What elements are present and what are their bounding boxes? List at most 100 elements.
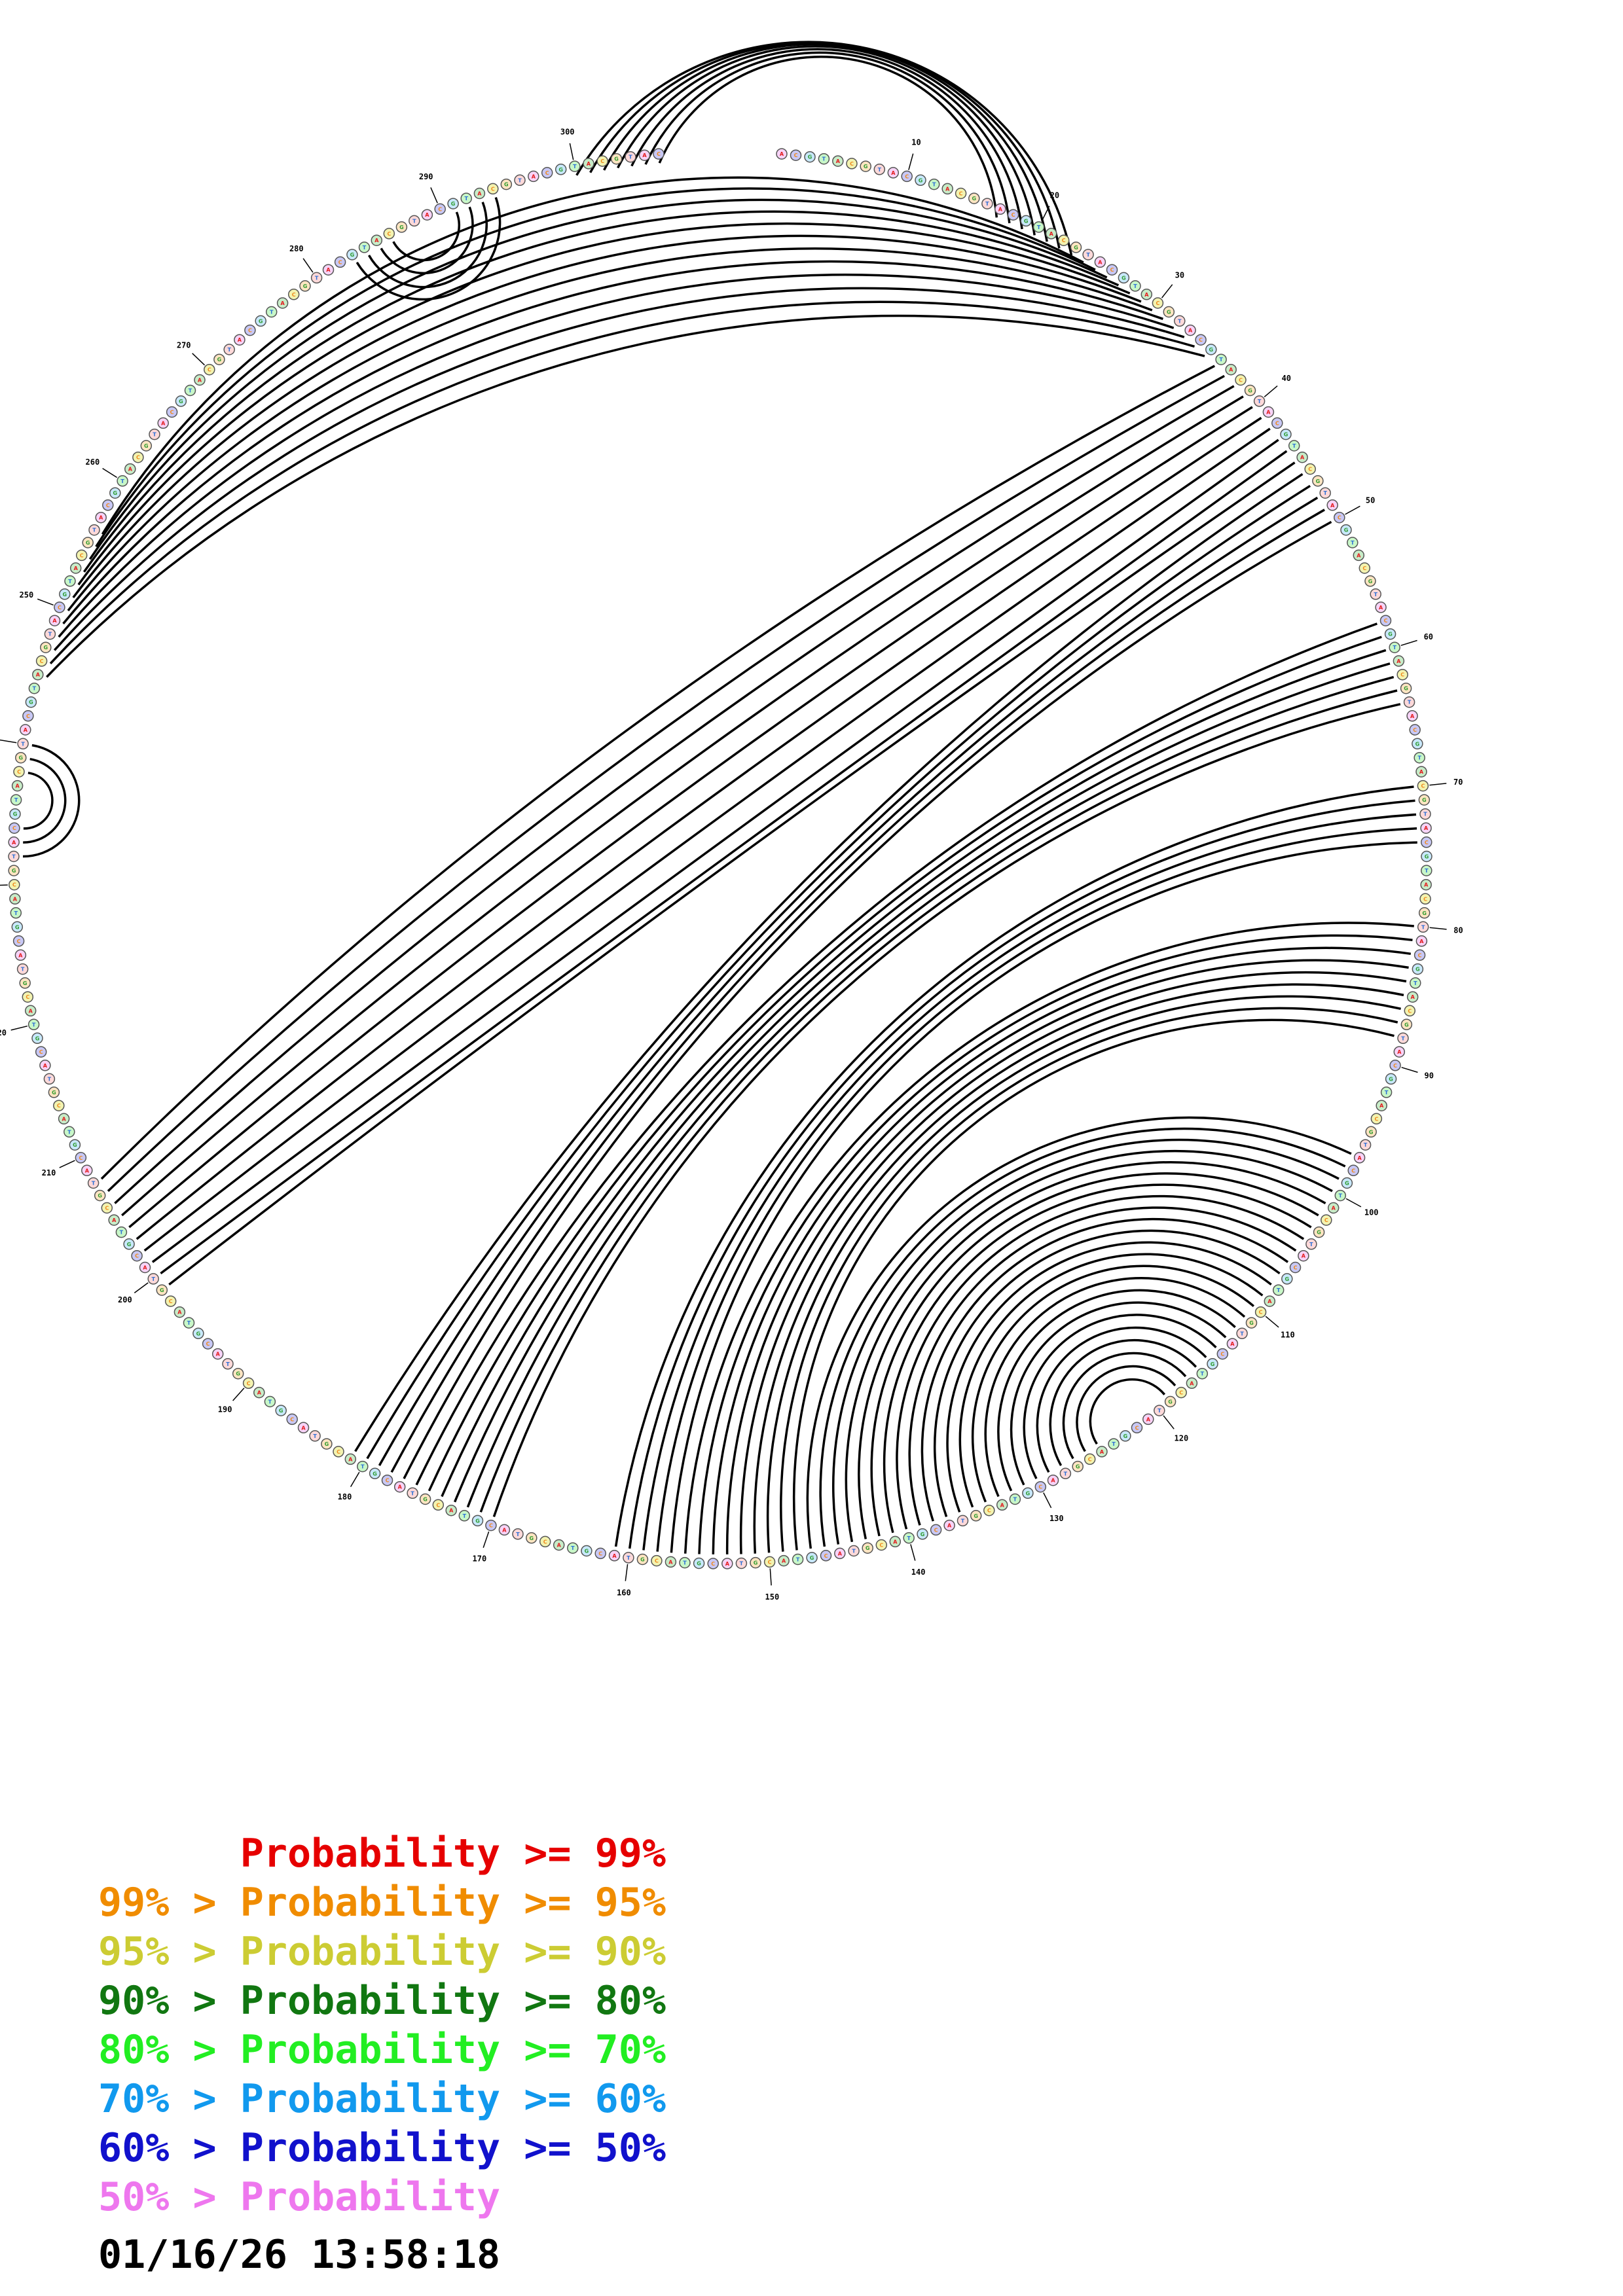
nucleotide-letter-glyph: G [423,1497,428,1503]
nucleotide-letter-glyph: G [1249,1320,1254,1326]
nucleotide-letter-glyph: C [1156,300,1159,306]
nucleotide-letter-glyph: G [303,283,308,289]
nucleotide-marker [541,167,553,179]
base-pair-arc [984,1277,1246,1498]
legend-row: 60% > Probability >= 50% [98,2125,666,2171]
nucleotide-marker [930,1524,942,1536]
nucleotide-letter-glyph: T [92,528,96,533]
base-pair-arc [441,649,1387,1498]
base-pair-arcs [22,41,1417,1554]
nucleotide-marker [596,155,608,167]
nucleotide-letter-glyph: C [39,1049,43,1055]
nucleotide-letter-glyph: A [1379,605,1383,611]
nucleotide-letter-glyph: T [1277,1287,1281,1293]
nucleotide-marker [1409,724,1421,736]
nucleotide-marker [108,1214,120,1226]
nucleotide-marker [1359,562,1371,574]
base-pair-arc [390,509,1325,1473]
nucleotide-marker [1419,808,1431,820]
base-pair-arc [766,995,1401,1553]
nucleotide-marker [27,1018,40,1031]
nucleotide-letter-glyph: G [640,1557,645,1563]
nucleotide-marker [1129,280,1141,292]
nucleotide-letter-glyph: C [543,1539,547,1545]
base-pair-arc [603,43,1048,242]
nucleotide-marker [528,170,539,183]
nucleotide-marker [1415,935,1428,947]
nucleotide-letter-glyph: C [959,191,963,197]
position-tick [1161,284,1173,298]
nucleotide-marker [1298,1249,1309,1262]
nucleotide-marker [28,682,41,694]
nucleotide-letter-glyph: T [1037,224,1041,230]
nucleotide-marker [59,588,71,600]
nucleotide-marker [1384,628,1396,640]
nucleotide-marker [1225,363,1237,376]
nucleotide-marker [583,158,594,170]
nucleotide-marker [1154,1405,1165,1416]
nucleotide-letter-glyph: T [516,1532,520,1537]
base-pair-arc [136,416,1262,1240]
nucleotide-letter-glyph: A [557,1543,562,1549]
base-pair-arc [958,1253,1264,1508]
nucleotide-letter-glyph: T [410,1490,414,1496]
base-pair-arc [845,1149,1333,1543]
nucleotide-marker [1253,395,1266,407]
position-tick [192,353,206,366]
nucleotide-marker [12,935,25,947]
nucleotide-letter-glyph: C [824,1553,828,1559]
base-pair-arc [870,1172,1319,1537]
nucleotide-letter-glyph: C [1259,1310,1263,1316]
nucleotide-letter-glyph: C [106,503,110,509]
nucleotide-letter-glyph: G [974,1513,978,1519]
nucleotide-marker [1420,822,1432,834]
nucleotide-letter-glyph: T [1086,252,1090,258]
base-pair-arc [617,45,1036,236]
nucleotide-marker [421,209,433,221]
nucleotide-marker [194,374,206,386]
nucleotide-letter-glyph: A [425,212,429,218]
nucleotide-letter-glyph: G [866,1545,870,1551]
nucleotide-letter-glyph: A [1000,1502,1005,1508]
nucleotide-letter-glyph: A [1410,713,1415,719]
nucleotide-letter-glyph: G [98,1193,102,1199]
nucleotide-marker [818,152,830,165]
nucleotide-marker [679,1556,691,1569]
nucleotide-marker [665,1556,677,1568]
nucleotide-letter-glyph: G [1167,310,1171,315]
nucleotide-marker [1305,1238,1317,1250]
position-label: 30 [1175,271,1184,280]
nucleotide-letter-glyph: C [1425,840,1429,846]
nucleotide-letter-glyph: G [23,980,27,986]
nucleotide-letter-glyph: A [477,191,482,197]
base-pair-arc [49,300,1195,664]
nucleotide-marker [297,1422,310,1434]
nucleotide-marker [1365,1126,1377,1138]
base-pair-arc [1062,1352,1187,1460]
position-label: 80 [1453,926,1463,935]
nucleotide-marker [875,1539,888,1551]
nucleotide-letter-glyph: T [14,910,18,916]
nucleotide-letter-glyph: C [1294,1265,1298,1271]
nucleotide-letter-glyph: C [290,1416,294,1422]
nucleotide-marker [1364,575,1376,587]
nucleotide-marker [1389,641,1400,653]
nucleotide-marker [1196,1367,1209,1380]
nucleotide-letter-glyph: T [878,167,882,173]
nucleotide-marker [498,1524,511,1536]
position-tick [302,258,314,273]
position-label: 100 [1364,1208,1379,1217]
nucleotide-marker [1413,949,1426,961]
nucleotide-letter-glyph: A [198,378,202,384]
nucleotide-marker [1045,228,1057,240]
position-label: 40 [1282,374,1291,383]
nucleotide-letter-glyph: C [1384,618,1388,624]
nucleotide-marker [915,174,926,187]
nucleotide-letter-glyph: C [12,882,16,888]
base-pair-arc [22,744,81,858]
base-pair-arc [1076,1365,1176,1452]
nucleotide-marker [804,151,816,163]
nucleotide-letter-glyph: T [153,432,156,438]
position-tick [625,1564,629,1581]
nucleotide-marker [1406,710,1418,722]
